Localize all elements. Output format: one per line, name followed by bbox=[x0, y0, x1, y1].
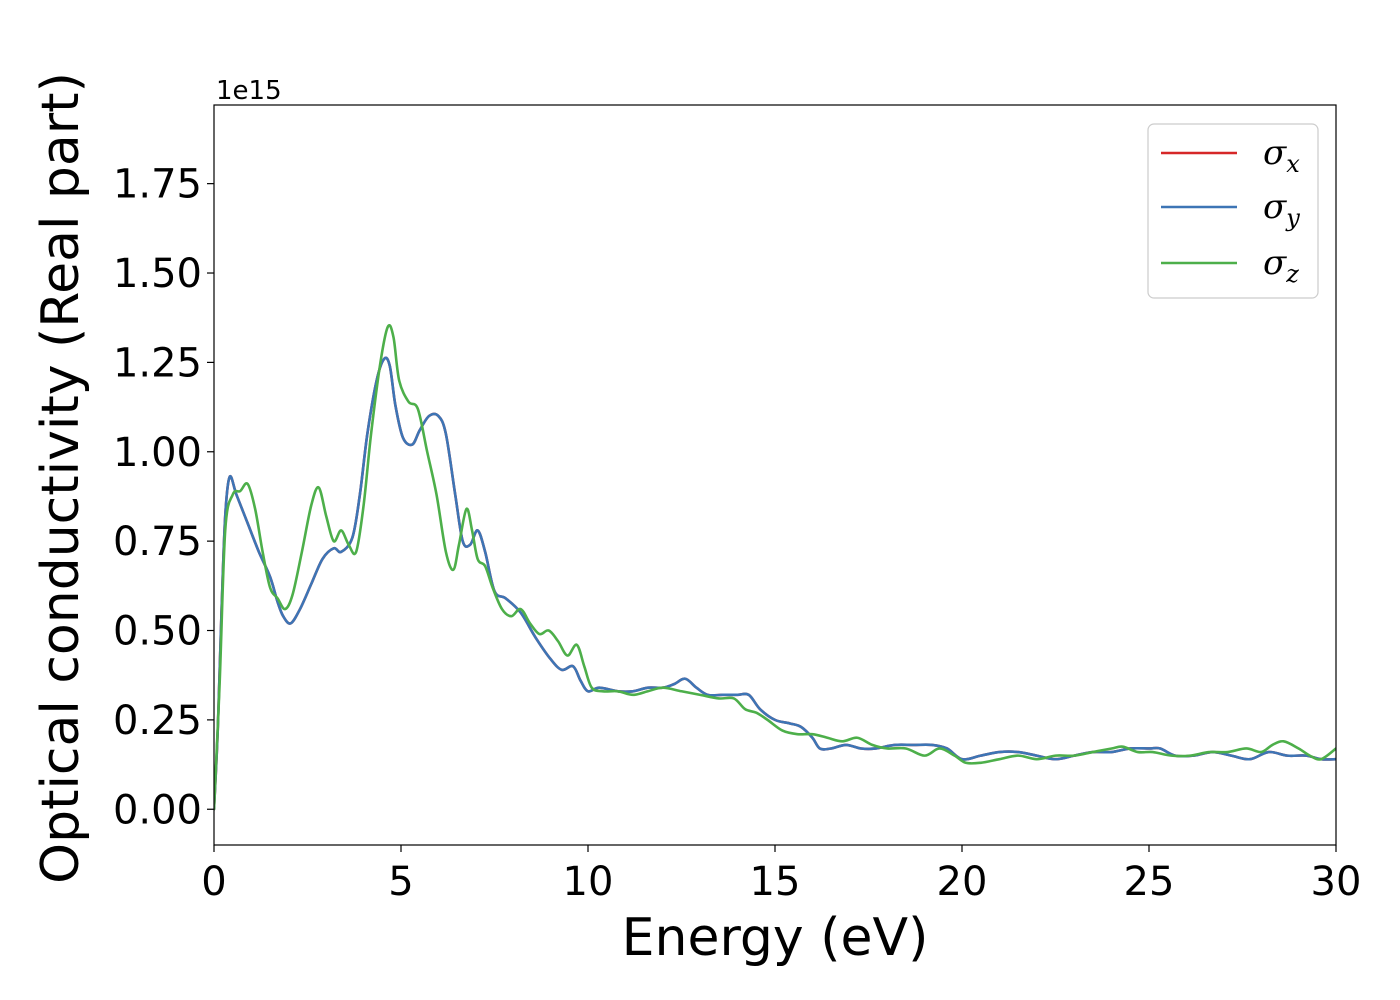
x-tick-label: 5 bbox=[388, 859, 413, 905]
series-layer bbox=[214, 324, 1336, 811]
y-tick-label: 1.25 bbox=[113, 340, 202, 386]
x-axis-title: Energy (eV) bbox=[622, 908, 929, 968]
y-tick-label: 0.50 bbox=[113, 609, 202, 655]
x-tick-label: 20 bbox=[937, 859, 988, 905]
plot-area bbox=[213, 104, 1337, 846]
x-axis: 0 5 10 15 20 25 30 bbox=[201, 845, 1361, 905]
legend-box bbox=[1147, 123, 1319, 299]
y-tick-label: 1.00 bbox=[113, 430, 202, 476]
x-tick-label: 30 bbox=[1311, 859, 1362, 905]
y-tick-label: 1.50 bbox=[113, 251, 202, 297]
y-tick-label: 0.00 bbox=[113, 787, 202, 833]
x-tick-label: 0 bbox=[201, 859, 226, 905]
y-tick-label: 0.25 bbox=[113, 698, 202, 744]
y-axis: 0.00 0.25 0.50 0.75 1.00 1.25 1.50 1.75 bbox=[113, 162, 214, 833]
x-tick-label: 25 bbox=[1124, 859, 1175, 905]
x-tick-label: 15 bbox=[750, 859, 801, 905]
y-tick-label: 1.75 bbox=[113, 162, 202, 208]
series-line-z bbox=[214, 324, 1336, 811]
y-offset-label: 1e15 bbox=[216, 76, 282, 106]
y-tick-label: 0.75 bbox=[113, 519, 202, 565]
x-tick-label: 10 bbox=[563, 859, 614, 905]
y-axis-title: Optical conductivity (Real part) bbox=[31, 72, 91, 884]
